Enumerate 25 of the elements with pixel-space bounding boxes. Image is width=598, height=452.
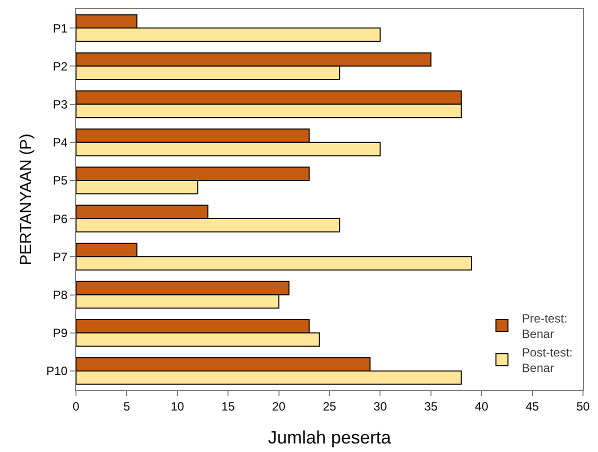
x-tick-label: 30: [374, 399, 388, 414]
x-tick-label: 50: [576, 399, 590, 414]
y-tick-label: P6: [52, 212, 68, 226]
y-tick-label: P3: [52, 97, 68, 112]
legend-label: Post-test: Benar: [522, 346, 573, 376]
y-tick-label: P1: [52, 21, 68, 36]
x-tick-label: 20: [272, 399, 286, 414]
y-tick-label: P7: [52, 250, 68, 264]
y-tick-label: P4: [52, 136, 68, 150]
x-tick-label: 45: [526, 399, 540, 414]
x-tick-label: 40: [474, 399, 489, 414]
x-tick-label: 25: [322, 399, 336, 414]
x-tick-label: 0: [72, 399, 80, 414]
y-tick-label: P10: [46, 364, 68, 378]
y-tick-label: P2: [52, 59, 68, 74]
y-tick-label: P8: [52, 288, 68, 302]
x-tick-label: 5: [123, 399, 130, 414]
y-tick-label: P9: [52, 326, 68, 340]
x-tick-label: 10: [170, 399, 184, 414]
legend-label: Pre-test: Benar: [522, 311, 568, 341]
x-axis-title: Jumlah peserta: [268, 428, 392, 448]
y-tick-label: P5: [52, 174, 68, 188]
x-tick-label: 15: [221, 399, 236, 414]
y-axis-title: PERTANYAAN (P): [18, 134, 36, 266]
x-tick-label: 35: [424, 399, 438, 414]
